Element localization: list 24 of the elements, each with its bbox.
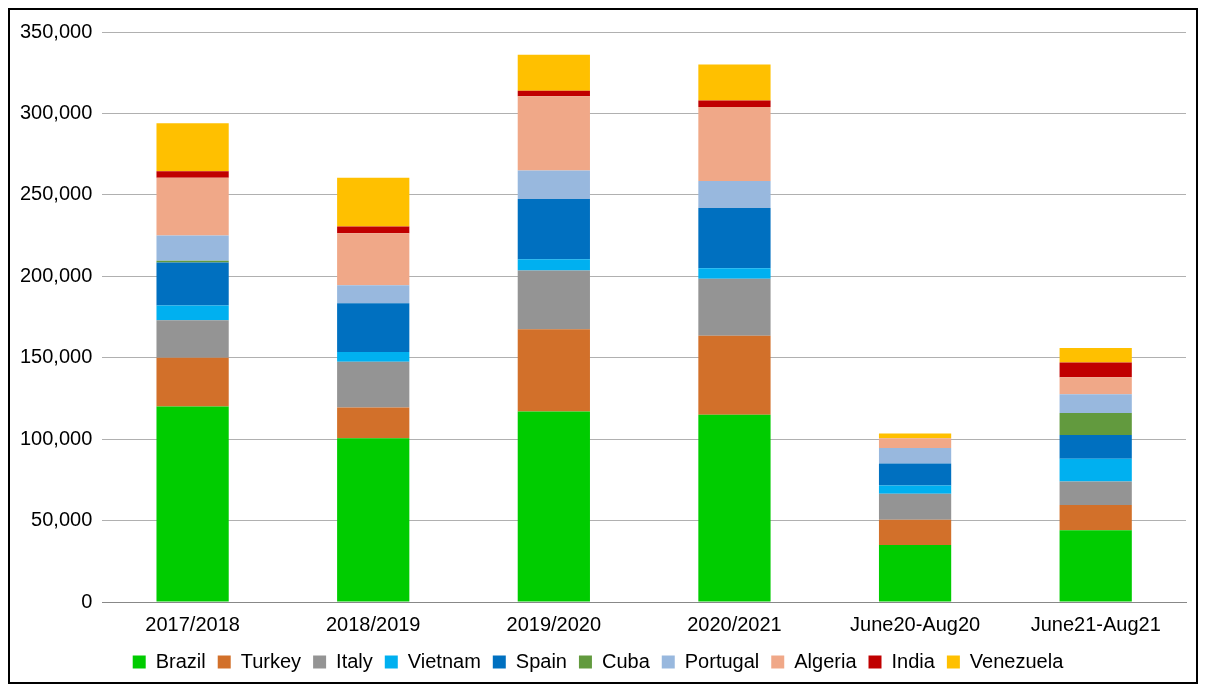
legend-label: India — [891, 649, 936, 672]
y-tick-label: 300,000 — [20, 100, 93, 123]
y-tick-label: 150,000 — [20, 345, 93, 368]
legend-label: Brazil — [155, 649, 206, 672]
y-tick-label: 100,000 — [20, 426, 93, 449]
y-tick-label: 350,000 — [20, 19, 93, 42]
x-tick-label: June20-Aug20 — [850, 612, 981, 635]
legend-label: Vietnam — [407, 649, 481, 672]
y-tick-label: 200,000 — [20, 263, 93, 286]
legend-label: Algeria — [794, 649, 858, 672]
x-tick-label: 2018/2019 — [325, 612, 421, 635]
legend-label: Turkey — [240, 649, 302, 672]
y-tick-label: 0 — [81, 589, 93, 612]
x-tick-label: 2019/2020 — [506, 612, 602, 635]
legend-label: Spain — [515, 649, 567, 672]
legend-label: Venezuela — [969, 649, 1065, 672]
x-tick-label: June21-Aug21 — [1030, 612, 1161, 635]
x-tick-label: 2020/2021 — [687, 612, 782, 635]
y-tick-label: 250,000 — [20, 182, 93, 205]
x-tick-label: 2017/2018 — [145, 612, 240, 635]
legend-label: Portugal — [684, 649, 760, 672]
legend-label: Cuba — [601, 649, 651, 672]
y-tick-label: 50,000 — [31, 508, 93, 531]
legend-label: Italy — [336, 649, 373, 672]
